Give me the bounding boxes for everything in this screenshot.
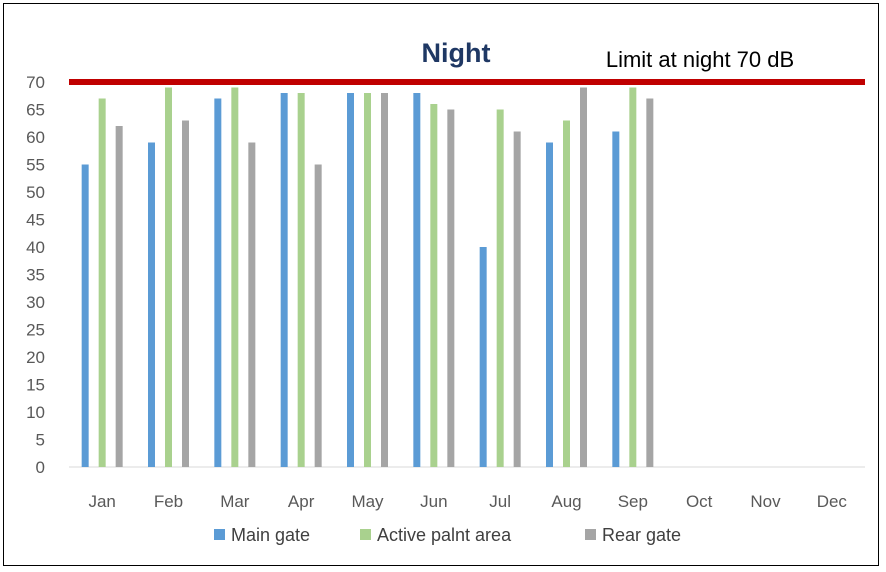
- bar: [280, 93, 288, 467]
- bar: [513, 131, 521, 467]
- limit-label: Limit at night 70 dB: [606, 47, 794, 72]
- legend-swatch: [585, 529, 596, 540]
- legend: Main gate Active palnt area Rear gate: [214, 525, 681, 545]
- bar: [496, 109, 504, 467]
- bar: [646, 98, 654, 467]
- x-axis: Jan Feb Mar Apr May Jun Jul Aug Sep Oct Nov Dec: [88, 492, 847, 511]
- y-tick-label: 25: [26, 321, 45, 340]
- y-tick-label: 0: [36, 458, 45, 477]
- bar: [364, 93, 371, 467]
- bar: [447, 109, 455, 467]
- y-tick-label: 55: [26, 156, 45, 175]
- y-tick-label: 70: [26, 73, 45, 92]
- bar: [231, 87, 239, 467]
- bar: [347, 93, 354, 467]
- bar: [182, 120, 189, 467]
- y-tick-label: 5: [36, 431, 45, 450]
- x-tick-label: Oct: [686, 492, 713, 511]
- legend-label: Main gate: [231, 525, 310, 545]
- bar: [115, 126, 123, 467]
- bar: [148, 142, 155, 467]
- y-tick-label: 60: [26, 128, 45, 147]
- y-axis: 0 5 10 15 20 25 30 35 40 45 50 55 60 65 70: [26, 73, 45, 477]
- bar: [580, 87, 587, 467]
- x-tick-label: Apr: [288, 492, 315, 511]
- x-tick-label: Sep: [618, 492, 648, 511]
- bar: [413, 93, 421, 467]
- legend-label: Rear gate: [602, 525, 681, 545]
- x-tick-label: Mar: [220, 492, 250, 511]
- x-tick-label: Jun: [420, 492, 447, 511]
- bar: [297, 93, 305, 467]
- legend-swatch: [214, 529, 225, 540]
- bar: [546, 142, 553, 467]
- bar: [314, 164, 322, 467]
- x-tick-label: Feb: [154, 492, 183, 511]
- bar: [381, 93, 388, 467]
- legend-label: Active palnt area: [377, 525, 512, 545]
- bar: [479, 247, 487, 467]
- x-tick-label: Jan: [88, 492, 115, 511]
- y-tick-label: 30: [26, 293, 45, 312]
- y-tick-label: 45: [26, 211, 45, 230]
- x-tick-label: Aug: [551, 492, 581, 511]
- bar: [98, 98, 106, 467]
- x-tick-label: Nov: [750, 492, 781, 511]
- y-tick-label: 40: [26, 238, 45, 257]
- bars: [81, 87, 654, 467]
- y-tick-label: 65: [26, 101, 45, 120]
- y-tick-label: 50: [26, 183, 45, 202]
- y-tick-label: 15: [26, 376, 45, 395]
- y-tick-label: 10: [26, 403, 45, 422]
- y-tick-label: 20: [26, 348, 45, 367]
- bar: [81, 164, 89, 467]
- bar: [612, 131, 620, 467]
- legend-swatch: [360, 529, 371, 540]
- bar: [165, 87, 172, 467]
- bar: [629, 87, 637, 467]
- bar: [430, 104, 438, 467]
- bar: [563, 120, 570, 467]
- x-tick-label: Dec: [817, 492, 848, 511]
- x-tick-label: May: [351, 492, 384, 511]
- bar: [214, 98, 222, 467]
- chart-title: Night: [422, 38, 491, 68]
- bar: [248, 142, 256, 467]
- x-tick-label: Jul: [489, 492, 511, 511]
- y-tick-label: 35: [26, 266, 45, 285]
